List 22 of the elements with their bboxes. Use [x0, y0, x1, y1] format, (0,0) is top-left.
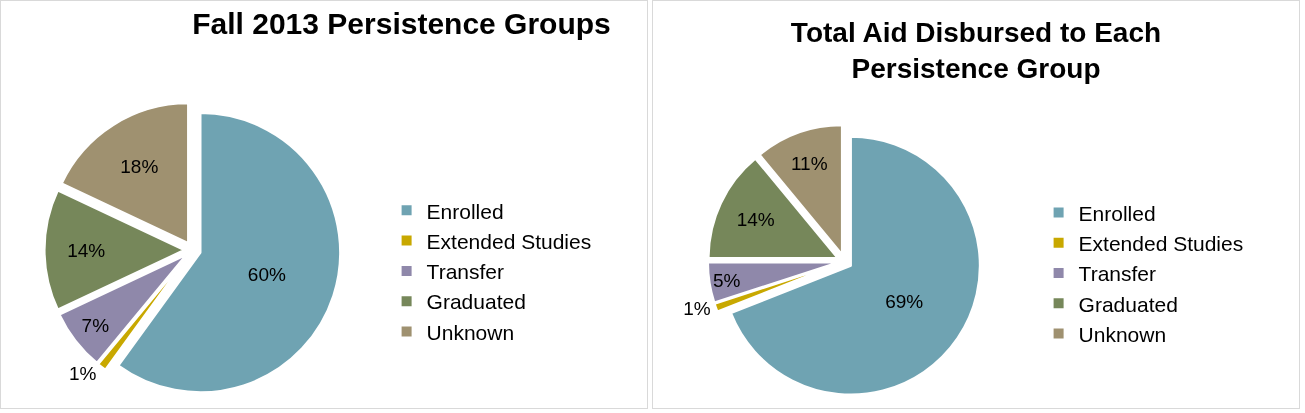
data-label: 1%	[69, 363, 97, 384]
legend-label: Unknown	[1078, 322, 1167, 346]
legend-label: Extended Studies	[1078, 231, 1244, 255]
data-label: 69%	[885, 291, 924, 313]
data-label: 5%	[713, 269, 741, 291]
legend-label: Enrolled	[426, 199, 504, 223]
legend-label: Unknown	[426, 320, 515, 344]
chart-title: Fall 2013 Persistence Groups	[192, 7, 611, 41]
legend-label: Transfer	[426, 260, 505, 284]
data-label: 11%	[790, 153, 828, 175]
legend-label: Enrolled	[1078, 201, 1156, 225]
legend-label: Transfer	[1078, 262, 1157, 286]
data-label: 7%	[81, 314, 110, 336]
data-label: 14%	[67, 239, 106, 261]
data-label: 60%	[247, 263, 286, 285]
legend-label: Graduated	[426, 290, 526, 314]
legend-label: Extended Studies	[426, 229, 592, 253]
data-label: 14%	[736, 209, 775, 231]
chart-title: Total Aid Disbursed to Each Persistence Group	[790, 16, 1162, 85]
legend-label: Graduated	[1078, 292, 1178, 316]
data-label: 18%	[120, 155, 159, 177]
data-label: 1%	[683, 298, 711, 320]
